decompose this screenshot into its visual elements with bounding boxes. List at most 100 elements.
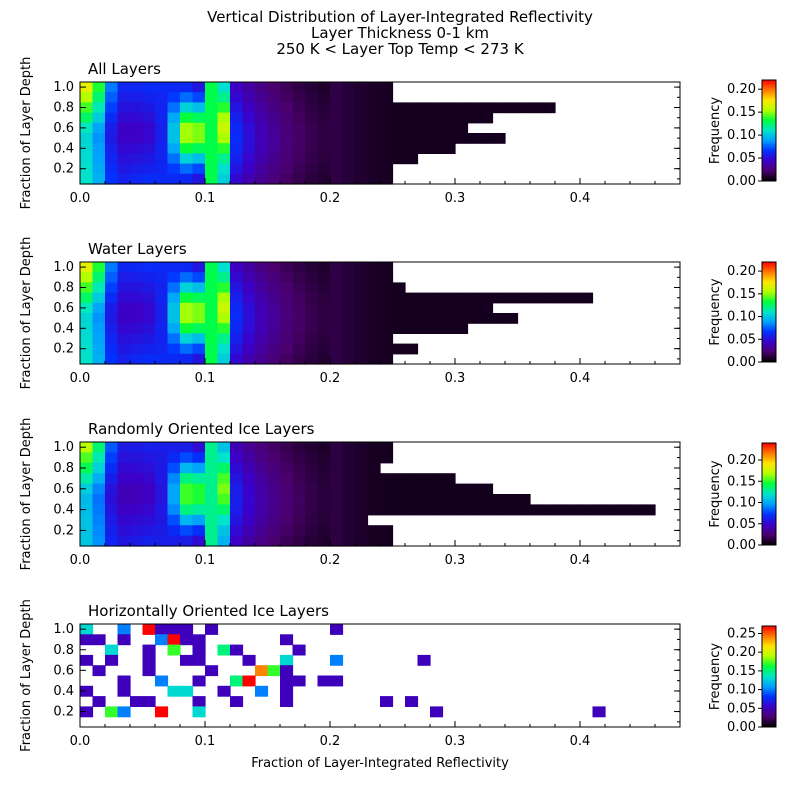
colorbar-segment [762, 636, 776, 639]
heatmap-cell [155, 92, 169, 103]
colorbar-segment [762, 528, 776, 531]
heatmap-cell [117, 143, 131, 154]
heatmap-cell [292, 644, 306, 656]
heatmap-cell [155, 706, 169, 718]
colorbar-segment [762, 519, 776, 522]
colorbar-segment [762, 543, 776, 546]
heatmap-cell [105, 654, 119, 666]
heatmap-cell [417, 302, 431, 314]
heatmap-cell [392, 504, 406, 516]
heatmap-cell [330, 675, 344, 687]
heatmap-cell [480, 292, 494, 304]
heatmap-cell [305, 272, 319, 283]
heatmap-cell [130, 452, 144, 464]
colorbar-segment [762, 320, 776, 323]
heatmap-cell [130, 494, 144, 505]
heatmap-cell [80, 473, 94, 485]
heatmap-cell [217, 323, 231, 334]
colorbar-segment [762, 494, 776, 497]
heatmap-cell [92, 102, 106, 114]
heatmap-cell [367, 282, 381, 294]
heatmap-cell [80, 112, 94, 124]
heatmap-cell [205, 262, 219, 273]
colorbar-segment [762, 318, 776, 321]
colorbar-segment [762, 495, 776, 498]
heatmap-cell [217, 133, 231, 144]
heatmap-cell [155, 313, 169, 324]
heatmap-cell [280, 313, 294, 324]
heatmap-cell [242, 112, 256, 124]
colorbar-segment [762, 268, 776, 271]
heatmap-cell [155, 112, 169, 124]
heatmap-cell [242, 473, 256, 485]
heatmap-cell [255, 82, 269, 93]
heatmap-cell [392, 153, 406, 165]
heatmap-cell [342, 452, 356, 464]
heatmap-cell [80, 514, 94, 526]
colorbar-segment [762, 700, 776, 703]
heatmap-cell [305, 153, 319, 165]
heatmap-cell [305, 525, 319, 537]
heatmap-cell [180, 173, 194, 185]
figure-title-line-1: Vertical Distribution of Layer-Integrate… [207, 8, 593, 26]
heatmap-cell [242, 353, 256, 365]
heatmap-cell [117, 292, 131, 304]
heatmap-cell [292, 462, 306, 474]
heatmap-cell [280, 272, 294, 283]
heatmap-cell [542, 102, 556, 114]
heatmap-cell [80, 452, 94, 464]
heatmap-cell [430, 323, 444, 334]
heatmap-cell [155, 675, 169, 687]
heatmap-cell [380, 292, 394, 304]
colorbar-segment [762, 143, 776, 147]
heatmap-cell [392, 323, 406, 334]
heatmap-cell [192, 122, 206, 134]
heatmap-cell [292, 452, 306, 464]
heatmap-cell [505, 313, 519, 324]
y-tick-label: 1.0 [53, 622, 74, 637]
heatmap-cell [155, 343, 169, 355]
colorbar-segment [762, 488, 776, 492]
heatmap-cell [205, 153, 219, 165]
heatmap-cell [217, 282, 231, 294]
heatmap-cell [455, 133, 469, 144]
colorbar-segment [762, 140, 776, 143]
colorbar-segment [762, 723, 776, 726]
heatmap-cell [242, 143, 256, 154]
heatmap-cell [342, 514, 356, 526]
heatmap-cell [342, 133, 356, 144]
heatmap-cell [205, 624, 219, 635]
heatmap-cell [142, 696, 156, 707]
heatmap-cell [430, 143, 444, 154]
heatmap-cell [230, 442, 244, 453]
heatmap-cell [480, 112, 494, 124]
colorbar-segment [762, 117, 776, 120]
colorbar-segment [762, 360, 776, 363]
heatmap-cell [517, 292, 531, 304]
heatmap-cell [392, 282, 406, 294]
heatmap-cell [317, 302, 331, 314]
colorbar-segment [762, 632, 776, 635]
heatmap-cell [205, 92, 219, 103]
heatmap-cell [417, 143, 431, 154]
heatmap-cell [405, 102, 419, 114]
heatmap-cell [280, 333, 294, 345]
heatmap-cell [155, 452, 169, 464]
heatmap-cell [492, 102, 506, 114]
colorbar-segment [762, 272, 776, 275]
heatmap-cell [230, 514, 244, 526]
colorbar-segment [762, 711, 776, 715]
heatmap-cell [417, 654, 431, 666]
colorbar-segment [762, 661, 776, 664]
heatmap-cell [180, 343, 194, 355]
heatmap-cell [130, 462, 144, 474]
colorbar-label: Frequency [708, 643, 723, 710]
heatmap-cell [130, 333, 144, 345]
heatmap-cell [105, 442, 119, 453]
heatmap-cell [117, 634, 131, 646]
heatmap-cell [167, 282, 181, 294]
heatmap-cell [142, 494, 156, 505]
heatmap-cell [292, 353, 306, 365]
colorbar-segment [762, 706, 776, 709]
heatmap-cell [330, 624, 344, 635]
